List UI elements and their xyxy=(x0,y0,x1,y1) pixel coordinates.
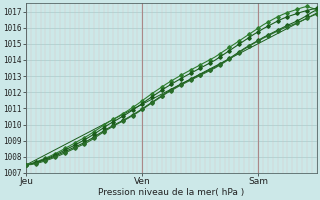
X-axis label: Pression niveau de la mer( hPa ): Pression niveau de la mer( hPa ) xyxy=(98,188,244,197)
